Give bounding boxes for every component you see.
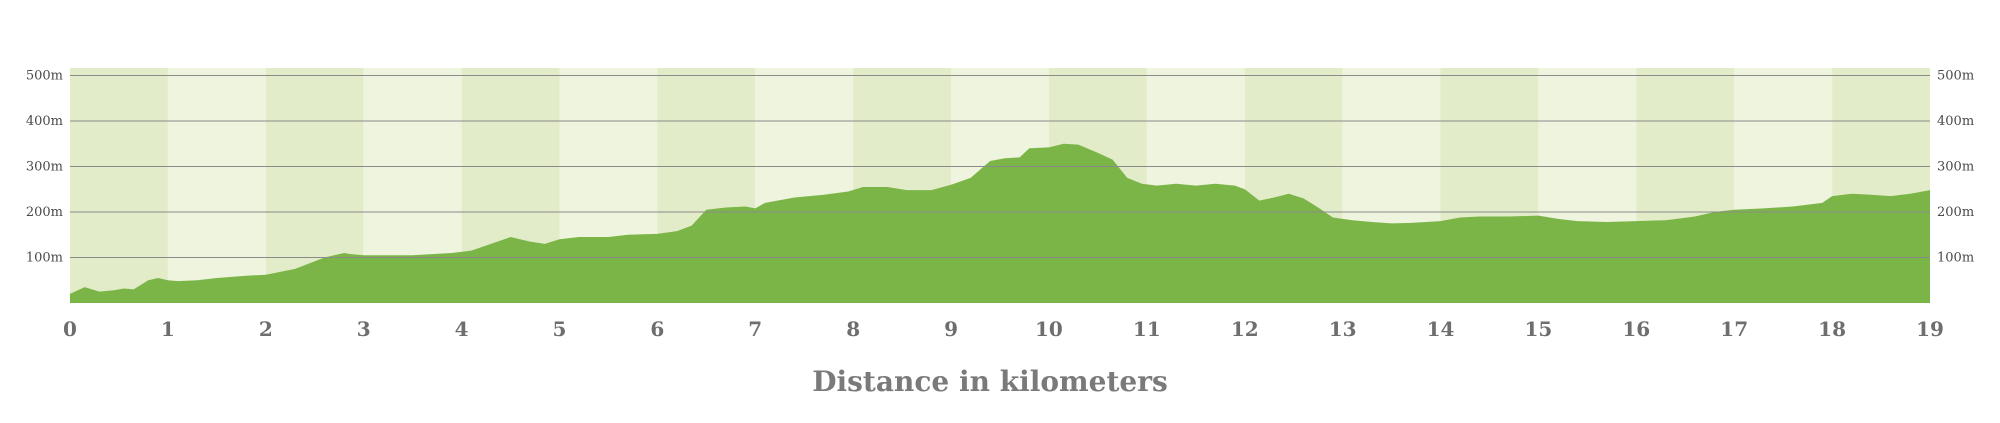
- km-band: [70, 68, 168, 303]
- x-tick-label: 7: [748, 317, 762, 341]
- y-tick-label-right: 400m: [1937, 114, 1974, 129]
- y-tick-label-right: 500m: [1937, 69, 1974, 84]
- y-tick-labels-left: 100m 200m 300m 400m 500m: [26, 69, 63, 266]
- x-tick-labels: 0 1 2 3 4 5 6 7 8 9 10 11 12 13 14 15 16 17 18 19: [63, 317, 1944, 341]
- y-tick-label-right: 200m: [1937, 205, 1974, 220]
- y-tick-labels-right: 100m 200m 300m 400m 500m: [1937, 69, 1974, 266]
- x-tick-label: 5: [553, 317, 567, 341]
- x-tick-label: 17: [1720, 317, 1748, 341]
- y-tick-label-right: 100m: [1937, 251, 1974, 266]
- x-tick-label: 3: [357, 317, 371, 341]
- x-tick-label: 13: [1329, 317, 1357, 341]
- x-tick-label: 10: [1035, 317, 1063, 341]
- x-tick-label: 6: [650, 317, 664, 341]
- x-axis-title: Distance in kilometers: [812, 365, 1168, 398]
- x-tick-label: 8: [846, 317, 860, 341]
- y-tick-label-left: 400m: [26, 114, 63, 129]
- km-band: [167, 68, 266, 303]
- x-tick-label: 0: [63, 317, 77, 341]
- x-tick-label: 19: [1916, 317, 1944, 341]
- x-tick-label: 16: [1622, 317, 1650, 341]
- x-tick-label: 1: [161, 317, 175, 341]
- x-tick-label: 18: [1818, 317, 1846, 341]
- x-tick-label: 14: [1427, 317, 1455, 341]
- y-tick-label-left: 300m: [26, 160, 63, 175]
- x-tick-label: 9: [944, 317, 958, 341]
- elevation-area-layer: [70, 143, 1930, 303]
- x-tick-label: 12: [1231, 317, 1259, 341]
- horizontal-gridlines: [70, 75, 1930, 258]
- y-tick-label-left: 500m: [26, 69, 63, 84]
- x-tick-label: 2: [259, 317, 273, 341]
- elevation-area: [70, 143, 1930, 303]
- x-tick-label: 15: [1524, 317, 1552, 341]
- x-tick-label: 4: [455, 317, 469, 341]
- x-tick-label: 11: [1133, 317, 1161, 341]
- y-tick-label-left: 200m: [26, 205, 63, 220]
- y-tick-label-left: 100m: [26, 251, 63, 266]
- y-tick-label-right: 300m: [1937, 160, 1974, 175]
